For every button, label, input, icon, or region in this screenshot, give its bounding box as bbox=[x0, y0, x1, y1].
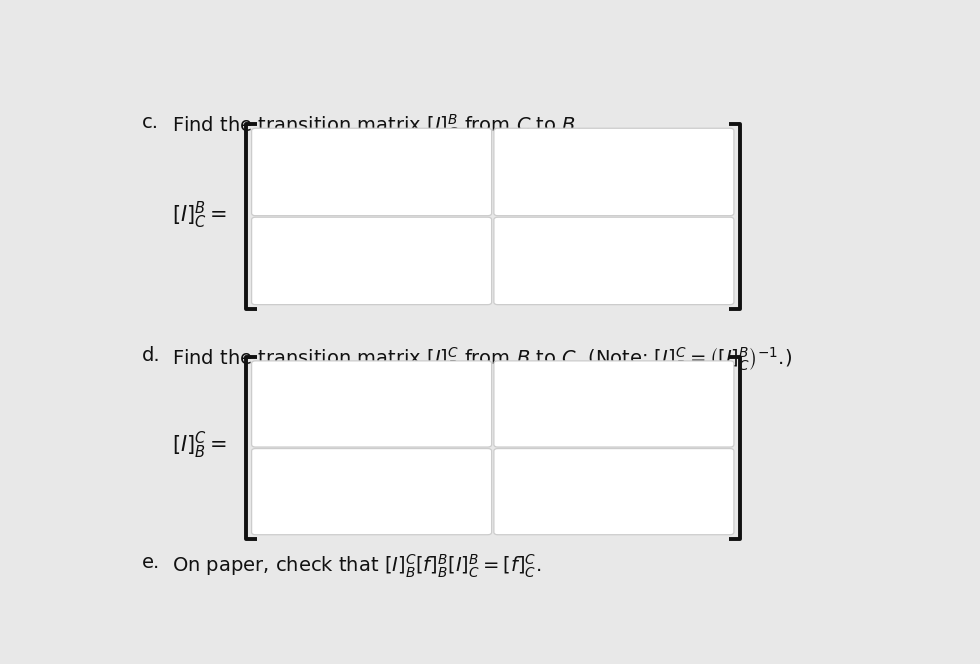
Text: d.: d. bbox=[141, 345, 160, 365]
FancyBboxPatch shape bbox=[494, 449, 734, 535]
Text: e.: e. bbox=[141, 552, 160, 572]
FancyBboxPatch shape bbox=[252, 449, 492, 535]
Text: $[I]_B^C =$: $[I]_B^C =$ bbox=[172, 430, 226, 461]
FancyBboxPatch shape bbox=[494, 361, 734, 447]
FancyBboxPatch shape bbox=[494, 128, 734, 216]
Text: On paper, check that $[I]_B^C[f]_B^B[I]_C^B = [f]_C^C$.: On paper, check that $[I]_B^C[f]_B^B[I]_… bbox=[172, 552, 541, 580]
FancyBboxPatch shape bbox=[252, 217, 492, 305]
Text: Find the transition matrix $[I]_B^C$ from $\mathit{B}$ to $C$. (Note: $[I]_B^C =: Find the transition matrix $[I]_B^C$ fro… bbox=[172, 345, 792, 373]
Text: Find the transition matrix $[I]_C^B$ from $C$ to $\mathit{B}$.: Find the transition matrix $[I]_C^B$ fro… bbox=[172, 113, 581, 140]
FancyBboxPatch shape bbox=[252, 128, 492, 216]
FancyBboxPatch shape bbox=[252, 361, 492, 447]
Text: c.: c. bbox=[141, 113, 159, 132]
FancyBboxPatch shape bbox=[494, 217, 734, 305]
Text: $[I]_C^B =$: $[I]_C^B =$ bbox=[172, 200, 226, 231]
